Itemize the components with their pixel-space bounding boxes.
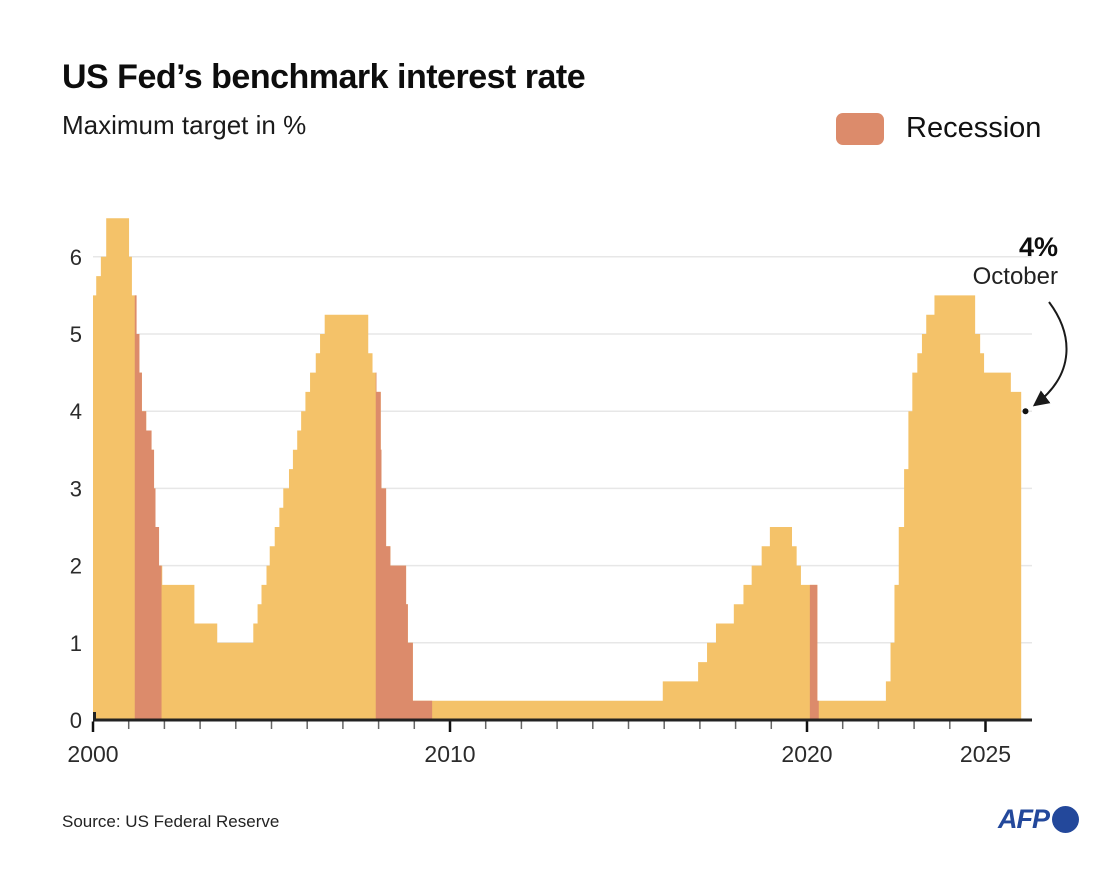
page-title: US Fed’s benchmark interest rate: [62, 58, 586, 96]
annotation-arrow: [1032, 301, 1068, 407]
recession-band-3: [809, 584, 819, 720]
y-tick-label-0: 0: [70, 708, 82, 733]
y-tick-label-2: 2: [70, 554, 82, 579]
legend: Recession: [836, 112, 1041, 145]
source-text: Source: US Federal Reserve: [62, 812, 280, 831]
rate-step-area: [93, 218, 1022, 720]
y-tick-label-6: 6: [70, 245, 82, 270]
latest-value-annotation: 4% October: [928, 232, 1058, 291]
recession-legend-swatch: [836, 112, 884, 145]
afp-logo: AFP: [998, 804, 1079, 835]
y-tick-label-4: 4: [70, 399, 82, 424]
y-tick-label-3: 3: [70, 476, 82, 501]
latest-value-dot: [1022, 408, 1029, 415]
afp-globe-icon: [1052, 806, 1079, 833]
afp-logo-text: AFP: [998, 804, 1050, 834]
recession-band-1: [134, 295, 162, 720]
recession-band-2: [375, 372, 433, 720]
annotation-month-label: October: [972, 263, 1058, 291]
x-tick-label-2025: 2025: [960, 741, 1011, 767]
y-tick-label-1: 1: [70, 631, 82, 656]
annotation-value: 4%: [1018, 232, 1058, 262]
y-tick-label-5: 5: [70, 322, 82, 347]
x-tick-label-2020: 2020: [781, 741, 832, 767]
recession-legend-label: Recession: [906, 112, 1042, 144]
x-tick-label-2010: 2010: [424, 741, 475, 767]
chart-subtitle: Maximum target in %: [62, 110, 307, 140]
x-tick-label-2000: 2000: [67, 741, 118, 767]
